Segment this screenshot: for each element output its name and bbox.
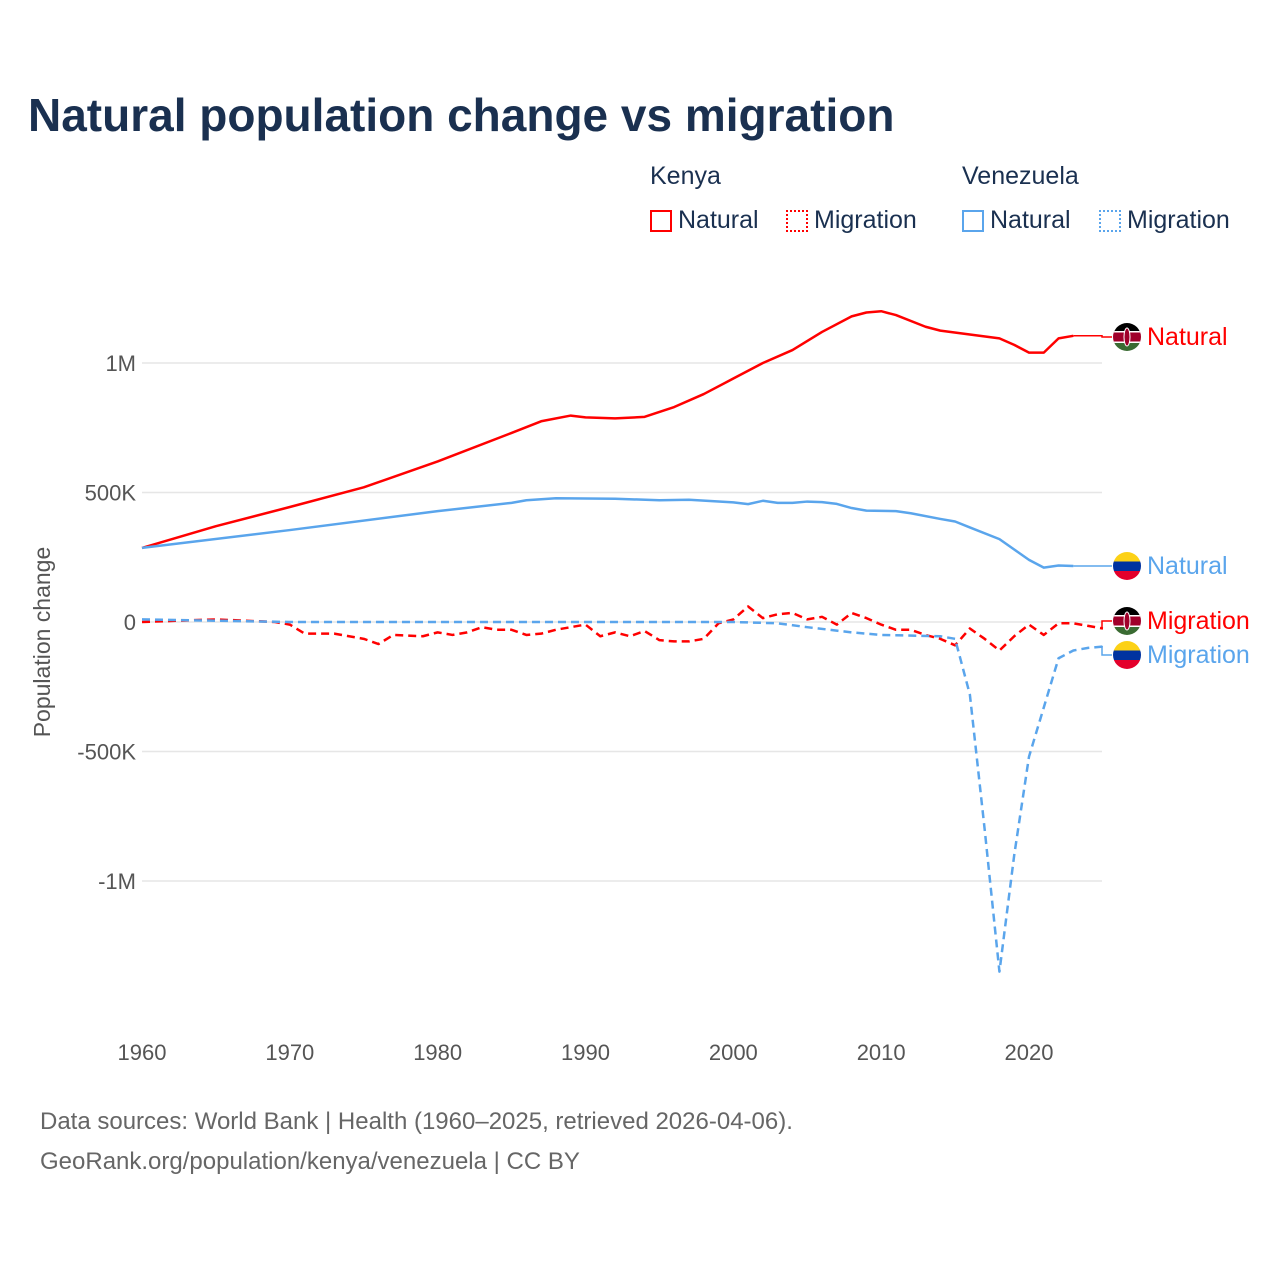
chart-title: Natural population change vs migration (28, 89, 895, 141)
series-end-label: Migration (1147, 607, 1250, 635)
solid-swatch-icon (650, 209, 672, 232)
x-tick-label: 1970 (265, 1040, 314, 1065)
y-axis-label: Population change (29, 547, 55, 738)
x-tick-label: 1990 (561, 1040, 610, 1065)
y-tick-label: -1M (98, 869, 136, 894)
y-tick-label: -500K (77, 740, 136, 765)
label-connector (1101, 620, 1112, 630)
y-tick-label: 1M (105, 351, 136, 376)
y-tick-label: 500K (85, 481, 137, 506)
legend-venezuela-natural[interactable]: Natural (962, 206, 1071, 235)
legend-group-kenya: Kenya (650, 162, 721, 190)
series-line-venezuela-natural (141, 496, 1074, 569)
series-end-label: Natural (1147, 323, 1228, 351)
legend-group-venezuela: Venezuela (962, 162, 1079, 190)
dotted-swatch-icon (786, 209, 808, 232)
series-end-label: Natural (1147, 552, 1228, 580)
legend-label: Natural (678, 206, 759, 234)
dotted-swatch-icon (1099, 209, 1121, 232)
series-end-label: Migration (1147, 641, 1250, 669)
legend-kenya-natural[interactable]: Natural (650, 206, 759, 235)
legend-label: Natural (990, 206, 1071, 234)
solid-swatch-icon (962, 209, 984, 232)
kenya-flag-icon (1113, 607, 1141, 635)
footer-link[interactable]: GeoRank.org/population/kenya/venezuela |… (40, 1148, 580, 1175)
venezuela-flag-icon (1113, 641, 1141, 669)
series-line-venezuela-migration (141, 618, 1104, 973)
legend-venezuela-migration[interactable]: Migration (1099, 206, 1230, 235)
venezuela-flag-icon (1113, 552, 1141, 580)
x-tick-label: 1960 (118, 1040, 167, 1065)
y-tick-label: 0 (124, 610, 136, 635)
series-line-kenya-natural (141, 309, 1074, 550)
legend-label: Migration (814, 206, 917, 234)
legend-kenya-migration[interactable]: Migration (786, 206, 917, 235)
label-connector (1073, 335, 1112, 338)
x-tick-label: 2010 (857, 1040, 906, 1065)
kenya-flag-icon (1113, 323, 1141, 351)
legend-label: Migration (1127, 206, 1230, 234)
series-line-kenya-migration (141, 605, 1104, 652)
x-tick-label: 1980 (413, 1040, 462, 1065)
label-connector (1101, 645, 1112, 656)
x-tick-label: 2000 (709, 1040, 758, 1065)
footer-source: Data sources: World Bank | Health (1960–… (40, 1108, 793, 1135)
x-tick-label: 2020 (1005, 1040, 1054, 1065)
